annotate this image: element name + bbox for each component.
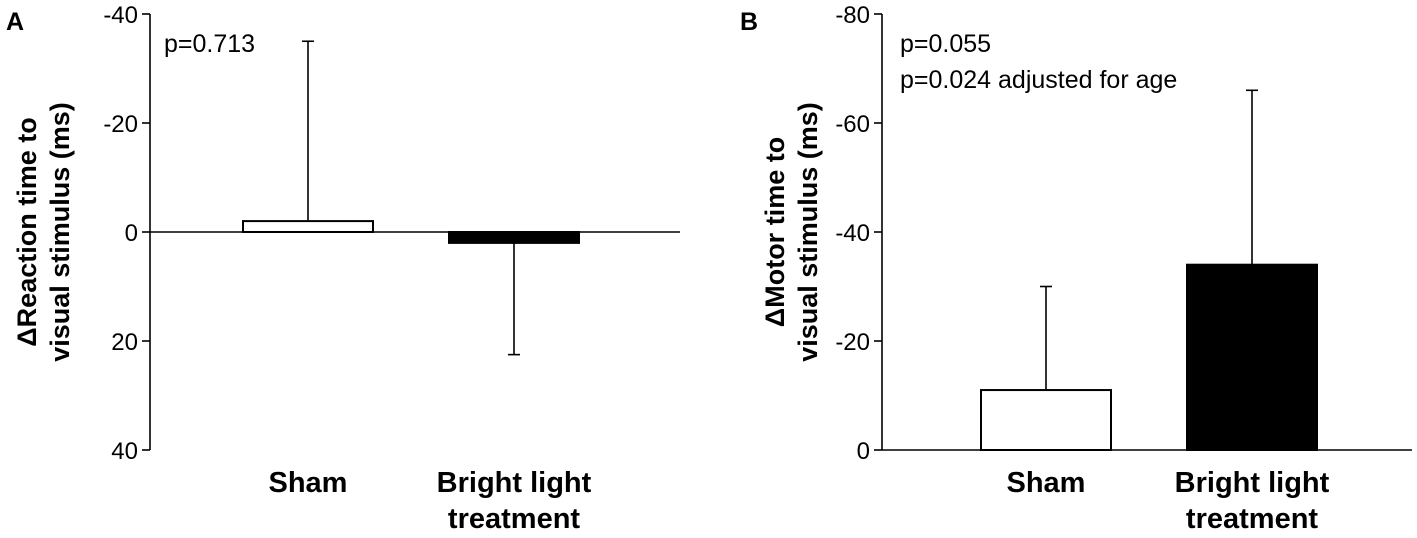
category-label-line: Sham — [269, 467, 348, 499]
category-label: Sham — [269, 467, 348, 499]
panel-b: B -80 -60 -40 -20 0 ΔMotor time to visual stimu… — [740, 2, 1412, 535]
category-label-line: treatment — [1186, 503, 1318, 535]
bar — [242, 220, 374, 234]
category-label: Bright light treatment — [437, 467, 592, 535]
category-label-line: treatment — [448, 503, 580, 535]
y-tick-label: -40 — [103, 2, 138, 29]
y-tick-label: -80 — [835, 2, 870, 29]
y-tick-label: 0 — [125, 220, 138, 247]
y-tick-label: -40 — [835, 220, 870, 247]
category-label-line: Bright light — [1175, 467, 1330, 499]
y-axis-label: ΔMotor time to visual stimulus (ms) — [760, 102, 823, 362]
y-tick-label: -60 — [835, 111, 870, 138]
panel-a: A -40 -20 0 20 40 ΔReaction time to visual stim… — [6, 2, 680, 535]
p-value-annotation: p=0.055 — [900, 30, 991, 58]
category-label-line: Bright light — [437, 467, 592, 499]
category-label: Bright light treatment — [1175, 467, 1330, 535]
panel-letter: A — [6, 8, 24, 36]
y-tick-label: -20 — [835, 329, 870, 356]
p-value-annotation: p=0.713 — [164, 30, 255, 58]
y-axis-label-line: visual stimulus (ms) — [45, 102, 75, 362]
bar — [448, 231, 580, 244]
panel-letter: B — [740, 8, 758, 36]
p-value-annotation: p=0.024 adjusted for age — [900, 66, 1177, 94]
category-label: Sham — [1007, 467, 1086, 499]
y-axis-label-line: ΔReaction time to — [12, 117, 42, 346]
y-tick-label: -20 — [103, 111, 138, 138]
y-tick-label: 0 — [857, 438, 870, 465]
y-tick-label: 20 — [111, 329, 138, 356]
y-axis-label-line: visual stimulus (ms) — [793, 102, 823, 362]
y-axis-label: ΔReaction time to visual stimulus (ms) — [12, 102, 75, 362]
category-label-line: Sham — [1007, 467, 1086, 499]
y-axis-label-line: ΔMotor time to — [760, 137, 790, 327]
bar — [980, 389, 1112, 451]
bar — [1186, 263, 1318, 452]
y-tick-label: 40 — [111, 438, 138, 465]
